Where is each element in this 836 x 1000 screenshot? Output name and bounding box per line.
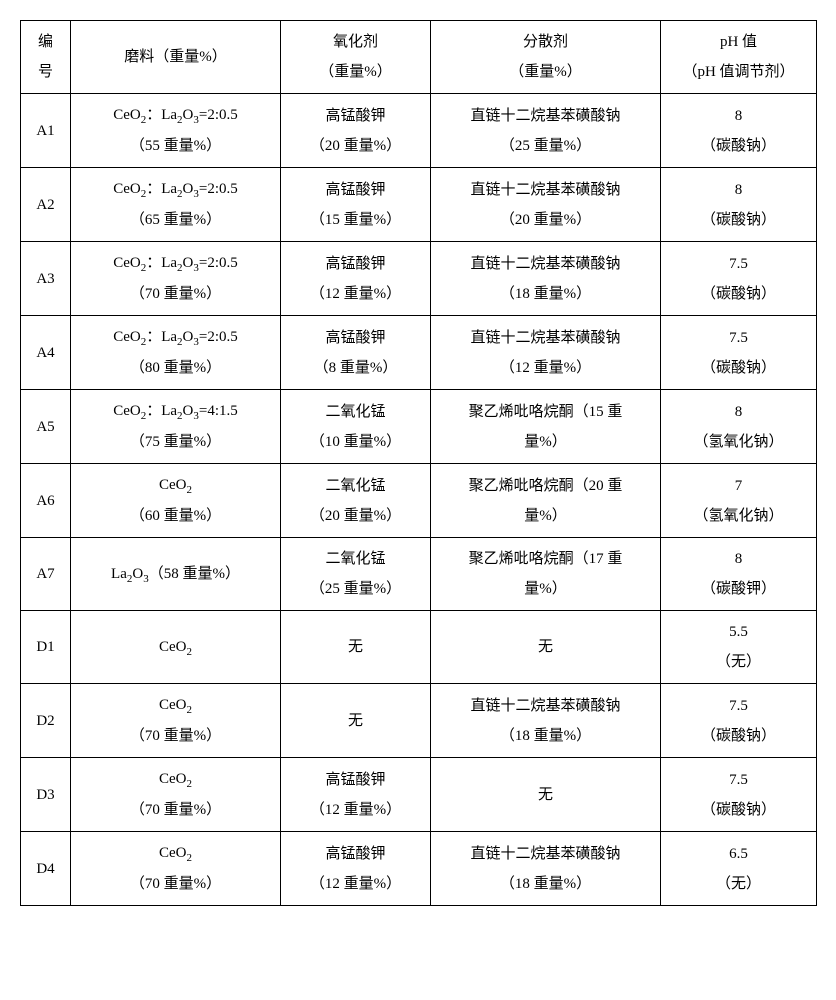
table-row: D4CeO2（70 重量%）高锰酸钾（12 重量%）直链十二烷基苯磺酸钠（18 … [21, 832, 817, 906]
cell-ph: 7.5（碳酸钠） [661, 758, 817, 832]
header-oxidant: 氧化剂（重量%） [281, 21, 431, 94]
cell-abrasive: CeO2：La2O3=2:0.5（70 重量%） [71, 242, 281, 316]
cell-dispersant: 聚乙烯吡咯烷酮（20 重量%） [431, 464, 661, 538]
cell-id: A7 [21, 538, 71, 611]
cell-ph: 7（氢氧化钠） [661, 464, 817, 538]
cell-dispersant: 直链十二烷基苯磺酸钠（18 重量%） [431, 242, 661, 316]
table-row: A1CeO2：La2O3=2:0.5（55 重量%）高锰酸钾（20 重量%）直链… [21, 94, 817, 168]
cell-oxidant: 高锰酸钾（15 重量%） [281, 168, 431, 242]
table-row: D3CeO2（70 重量%）高锰酸钾（12 重量%）无7.5（碳酸钠） [21, 758, 817, 832]
cell-abrasive: CeO2：La2O3=2:0.5（80 重量%） [71, 316, 281, 390]
cell-oxidant: 二氧化锰（25 重量%） [281, 538, 431, 611]
cell-ph: 8（氢氧化钠） [661, 390, 817, 464]
composition-table: 编号 磨料（重量%） 氧化剂（重量%） 分散剂（重量%） pH 值（pH 值调节… [20, 20, 817, 906]
cell-oxidant: 无 [281, 684, 431, 758]
cell-oxidant: 高锰酸钾（20 重量%） [281, 94, 431, 168]
cell-oxidant: 高锰酸钾（8 重量%） [281, 316, 431, 390]
cell-id: A4 [21, 316, 71, 390]
cell-dispersant: 直链十二烷基苯磺酸钠（18 重量%） [431, 684, 661, 758]
cell-id: D2 [21, 684, 71, 758]
cell-oxidant: 高锰酸钾（12 重量%） [281, 758, 431, 832]
cell-abrasive: La2O3（58 重量%） [71, 538, 281, 611]
cell-id: A2 [21, 168, 71, 242]
cell-dispersant: 聚乙烯吡咯烷酮（17 重量%） [431, 538, 661, 611]
cell-abrasive: CeO2（70 重量%） [71, 758, 281, 832]
header-abrasive: 磨料（重量%） [71, 21, 281, 94]
cell-oxidant: 无 [281, 611, 431, 684]
cell-id: D4 [21, 832, 71, 906]
table-row: D2CeO2（70 重量%）无直链十二烷基苯磺酸钠（18 重量%）7.5（碳酸钠… [21, 684, 817, 758]
header-ph: pH 值（pH 值调节剂） [661, 21, 817, 94]
header-dispersant: 分散剂（重量%） [431, 21, 661, 94]
cell-id: D1 [21, 611, 71, 684]
cell-dispersant: 聚乙烯吡咯烷酮（15 重量%） [431, 390, 661, 464]
cell-abrasive: CeO2：La2O3=2:0.5（65 重量%） [71, 168, 281, 242]
cell-ph: 7.5（碳酸钠） [661, 242, 817, 316]
table-row: A2CeO2：La2O3=2:0.5（65 重量%）高锰酸钾（15 重量%）直链… [21, 168, 817, 242]
table-row: A4CeO2：La2O3=2:0.5（80 重量%）高锰酸钾（8 重量%）直链十… [21, 316, 817, 390]
cell-oxidant: 二氧化锰（20 重量%） [281, 464, 431, 538]
cell-ph: 5.5（无） [661, 611, 817, 684]
cell-ph: 7.5（碳酸钠） [661, 684, 817, 758]
cell-abrasive: CeO2（70 重量%） [71, 684, 281, 758]
cell-oxidant: 二氧化锰（10 重量%） [281, 390, 431, 464]
cell-dispersant: 无 [431, 758, 661, 832]
cell-ph: 8（碳酸钠） [661, 168, 817, 242]
table-row: A6CeO2（60 重量%）二氧化锰（20 重量%）聚乙烯吡咯烷酮（20 重量%… [21, 464, 817, 538]
cell-abrasive: CeO2：La2O3=2:0.5（55 重量%） [71, 94, 281, 168]
table-body: A1CeO2：La2O3=2:0.5（55 重量%）高锰酸钾（20 重量%）直链… [21, 94, 817, 906]
cell-dispersant: 直链十二烷基苯磺酸钠（20 重量%） [431, 168, 661, 242]
cell-abrasive: CeO2：La2O3=4:1.5（75 重量%） [71, 390, 281, 464]
cell-ph: 8（碳酸钾） [661, 538, 817, 611]
table-row: A5CeO2：La2O3=4:1.5（75 重量%）二氧化锰（10 重量%）聚乙… [21, 390, 817, 464]
cell-id: A5 [21, 390, 71, 464]
cell-abrasive: CeO2 [71, 611, 281, 684]
cell-id: A3 [21, 242, 71, 316]
cell-oxidant: 高锰酸钾（12 重量%） [281, 242, 431, 316]
cell-id: D3 [21, 758, 71, 832]
cell-oxidant: 高锰酸钾（12 重量%） [281, 832, 431, 906]
cell-dispersant: 直链十二烷基苯磺酸钠（12 重量%） [431, 316, 661, 390]
table-header-row: 编号 磨料（重量%） 氧化剂（重量%） 分散剂（重量%） pH 值（pH 值调节… [21, 21, 817, 94]
cell-id: A6 [21, 464, 71, 538]
cell-dispersant: 无 [431, 611, 661, 684]
cell-ph: 7.5（碳酸钠） [661, 316, 817, 390]
table-row: D1CeO2无无5.5（无） [21, 611, 817, 684]
cell-id: A1 [21, 94, 71, 168]
cell-abrasive: CeO2（60 重量%） [71, 464, 281, 538]
table-row: A7La2O3（58 重量%）二氧化锰（25 重量%）聚乙烯吡咯烷酮（17 重量… [21, 538, 817, 611]
table-row: A3CeO2：La2O3=2:0.5（70 重量%）高锰酸钾（12 重量%）直链… [21, 242, 817, 316]
cell-ph: 6.5（无） [661, 832, 817, 906]
cell-abrasive: CeO2（70 重量%） [71, 832, 281, 906]
cell-dispersant: 直链十二烷基苯磺酸钠（25 重量%） [431, 94, 661, 168]
cell-ph: 8（碳酸钠） [661, 94, 817, 168]
cell-dispersant: 直链十二烷基苯磺酸钠（18 重量%） [431, 832, 661, 906]
header-id: 编号 [21, 21, 71, 94]
